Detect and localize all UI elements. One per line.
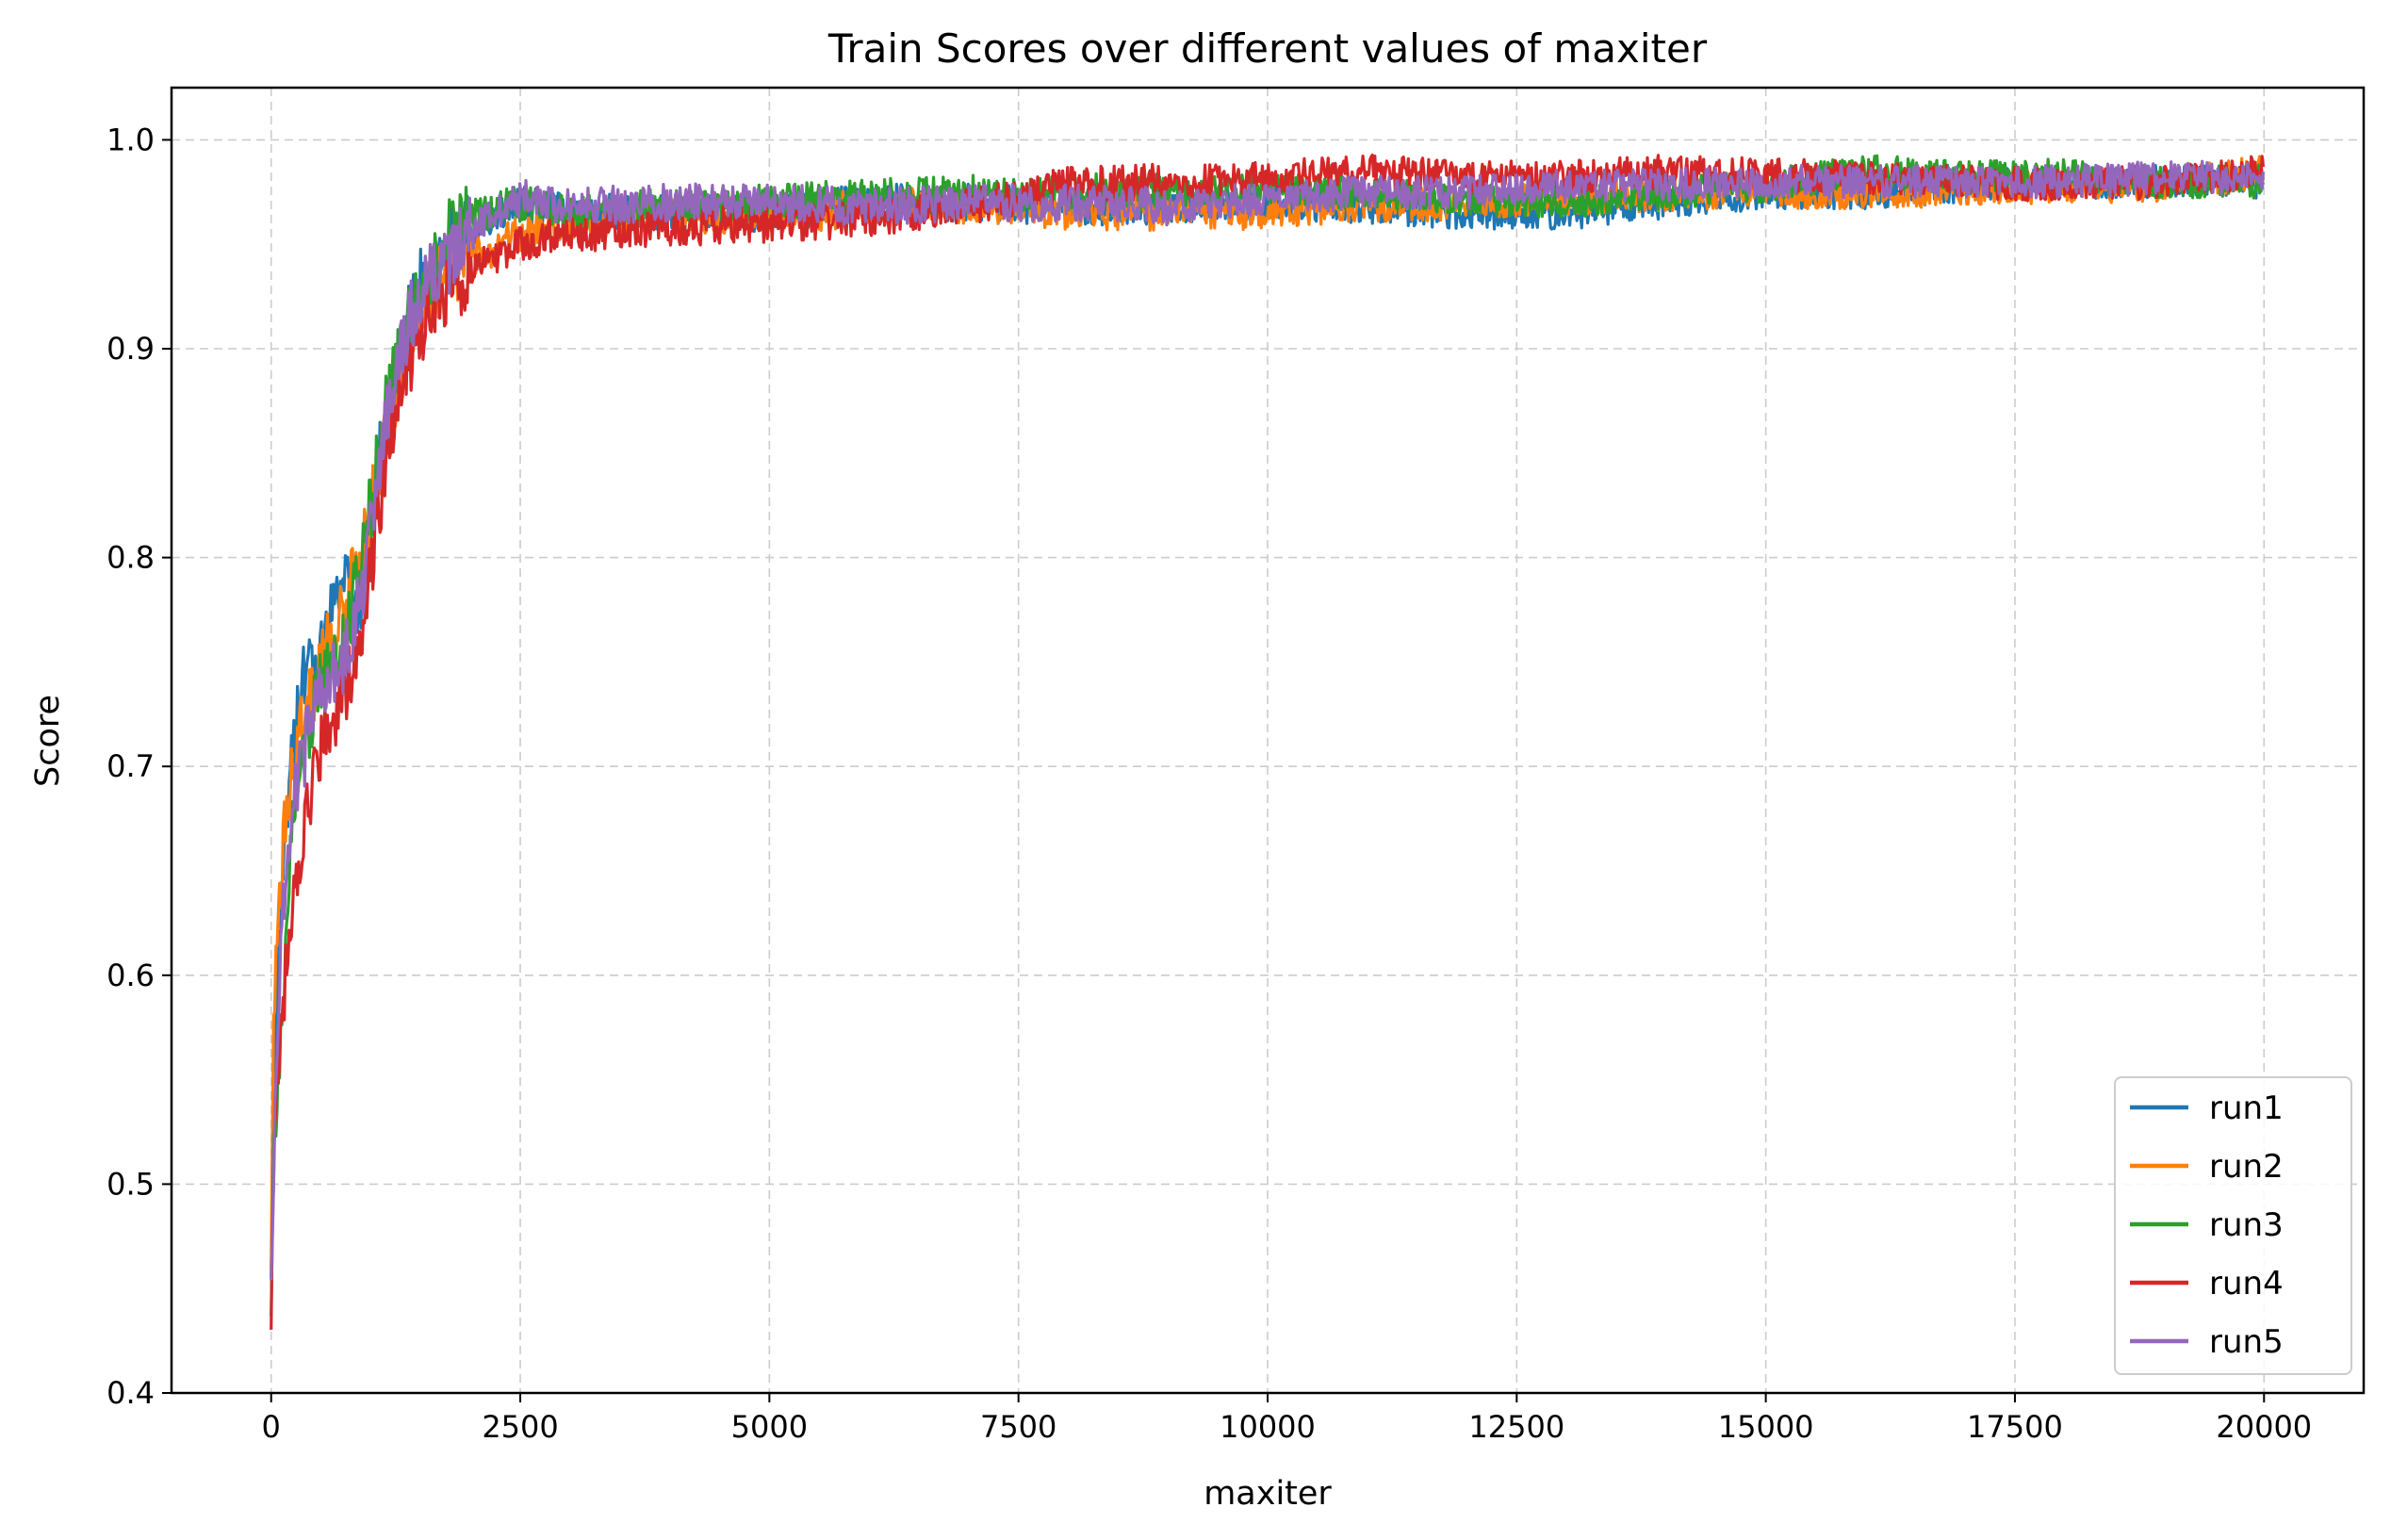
y-axis: 0.4 0.5 0.6 0.7 0.8 0.9 1.0 <box>106 122 172 1411</box>
y-tick-label: 0.7 <box>106 748 155 784</box>
x-tick-label: 5000 <box>731 1409 808 1445</box>
legend-label-run2: run2 <box>2209 1148 2284 1186</box>
x-axis-title: maxiter <box>1204 1475 1332 1513</box>
series-line-run5 <box>270 159 2265 1281</box>
legend-label-run3: run3 <box>2209 1206 2284 1244</box>
x-tick-label: 2500 <box>482 1409 558 1445</box>
x-tick-label: 15000 <box>1718 1409 1814 1445</box>
y-tick-label: 0.9 <box>106 331 155 367</box>
x-tick-label: 10000 <box>1220 1409 1316 1445</box>
legend-label-run1: run1 <box>2209 1089 2284 1127</box>
x-axis: 0 2500 5000 7500 10000 12500 15000 17500 20000 <box>262 1393 2312 1445</box>
legend-label-run4: run4 <box>2209 1265 2284 1302</box>
x-tick-label: 20000 <box>2216 1409 2312 1445</box>
x-tick-label: 17500 <box>1967 1409 2063 1445</box>
y-tick-label: 1.0 <box>106 122 155 157</box>
y-tick-label: 0.4 <box>106 1375 155 1411</box>
legend-label-run5: run5 <box>2209 1323 2284 1361</box>
y-axis-title: Score <box>29 695 67 787</box>
y-tick-label: 0.8 <box>106 540 155 576</box>
chart-title: Train Scores over different values of ma… <box>827 25 1708 72</box>
legend-box <box>2114 1076 2352 1375</box>
legend: run1 run2 run3 run4 run5 <box>2114 1076 2352 1375</box>
x-tick-label: 7500 <box>980 1409 1056 1445</box>
x-tick-label: 0 <box>262 1409 281 1445</box>
x-tick-label: 12500 <box>1468 1409 1564 1445</box>
y-tick-label: 0.6 <box>106 958 155 993</box>
y-tick-label: 0.5 <box>106 1166 155 1202</box>
series-lines <box>270 153 2265 1330</box>
